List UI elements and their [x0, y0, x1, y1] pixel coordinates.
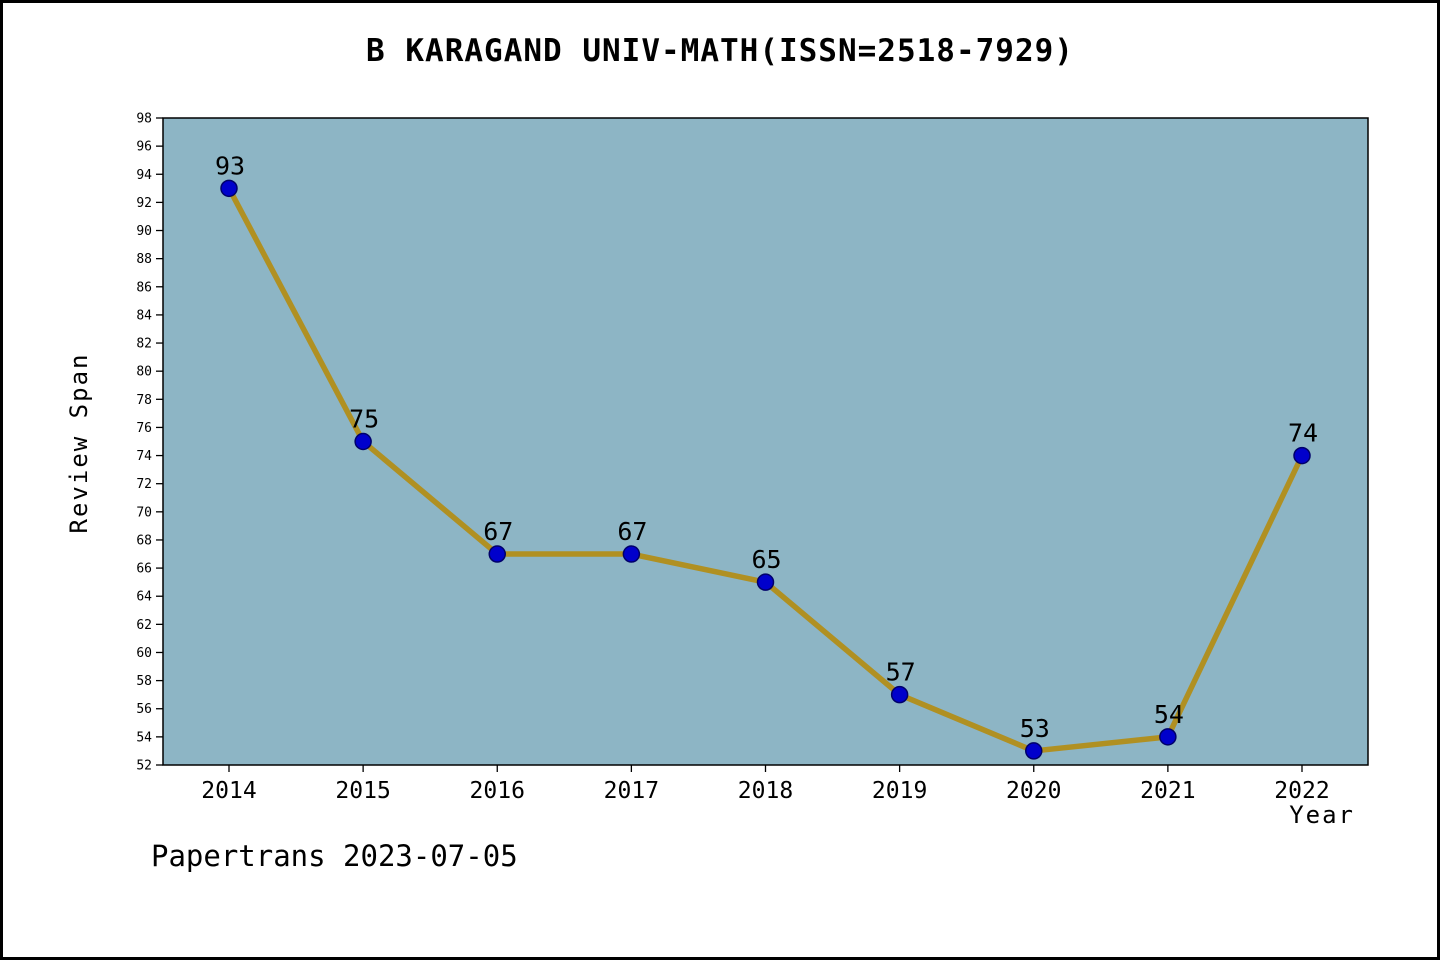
y-tick-label: 96 [136, 140, 152, 155]
y-tick-label: 88 [136, 252, 152, 267]
x-tick-label: 2017 [604, 778, 659, 804]
data-point [354, 432, 372, 451]
y-tick-label: 76 [136, 421, 152, 436]
data-point-label: 65 [751, 545, 781, 574]
y-tick-label: 90 [136, 224, 152, 239]
x-tick-label: 2019 [872, 778, 927, 804]
data-point [756, 573, 775, 591]
y-tick-label: 68 [136, 533, 152, 548]
y-tick-label: 58 [136, 674, 152, 689]
x-tick-label: 2021 [1140, 778, 1195, 804]
data-point-label: 75 [349, 405, 379, 434]
y-tick-label: 62 [136, 618, 152, 633]
data-point-label: 57 [886, 658, 916, 687]
chart-title: B KARAGAND UNIV-MATH(ISSN=2518-7929) [366, 33, 1074, 69]
data-point [488, 545, 506, 563]
y-tick-label: 84 [136, 308, 152, 323]
y-tick-label: 82 [136, 337, 152, 352]
footer-text: Papertrans 2023-07-05 [151, 839, 518, 873]
y-tick-label: 94 [136, 168, 152, 183]
data-point [622, 545, 641, 563]
data-point-label: 67 [617, 517, 647, 546]
data-point [220, 179, 238, 198]
data-point [1159, 728, 1177, 746]
y-tick-label: 80 [136, 365, 152, 380]
x-tick-label: 2020 [1006, 778, 1061, 804]
y-tick-label: 52 [136, 759, 152, 774]
data-point-label: 54 [1154, 700, 1184, 729]
x-tick-label: 2016 [470, 778, 525, 804]
y-tick-label: 98 [136, 112, 152, 127]
y-tick-label: 72 [136, 477, 152, 492]
data-point [1025, 742, 1043, 760]
data-point [890, 685, 909, 704]
y-tick-label: 74 [136, 449, 152, 464]
chart-canvas: 52 54 56 58 60 62 64 66 68 70 72 74 76 78 80 82 84 86 88 90… [136, 112, 1369, 804]
y-tick-label: 66 [136, 562, 152, 577]
y-tick-label: 56 [136, 702, 152, 717]
data-point-label: 93 [215, 151, 245, 180]
y-tick-label: 70 [136, 505, 152, 520]
data-point [1293, 446, 1311, 465]
x-tick-label: 2018 [738, 778, 793, 804]
y-tick-label: 86 [136, 280, 152, 295]
y-axis-label: Review Span [65, 352, 93, 534]
data-point-label: 67 [483, 517, 513, 546]
x-axis-label: Year [1289, 801, 1355, 829]
x-tick-label: 2014 [201, 778, 256, 804]
data-point-label: 53 [1020, 714, 1050, 743]
data-point-label: 74 [1288, 419, 1318, 448]
y-tick-label: 92 [136, 196, 152, 211]
y-tick-label: 78 [136, 393, 152, 408]
plot-area [162, 117, 1369, 766]
y-tick-label: 60 [136, 646, 152, 661]
x-tick-label: 2015 [335, 778, 390, 804]
y-tick-label: 64 [136, 590, 152, 605]
x-tick-label: 2022 [1274, 778, 1329, 804]
y-tick-label: 54 [136, 730, 152, 745]
